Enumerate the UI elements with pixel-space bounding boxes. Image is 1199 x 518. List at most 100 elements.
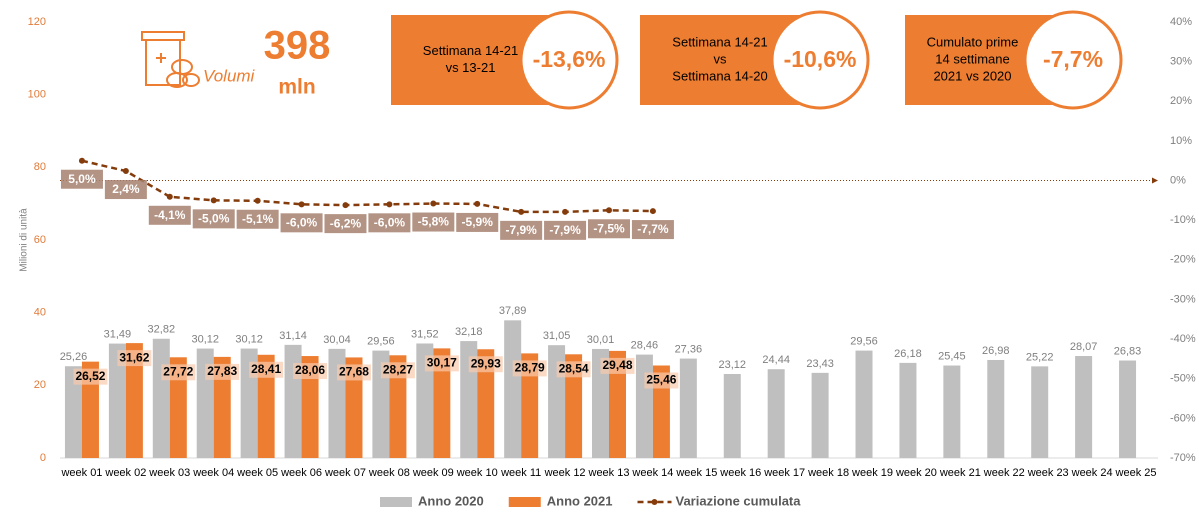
line-value-label: -4,1% — [154, 208, 186, 222]
panel-value: -13,6% — [533, 46, 606, 72]
bar — [592, 348, 609, 458]
bar — [257, 354, 275, 458]
legend-label: Anno 2021 — [547, 493, 613, 508]
line-value-label: -5,0% — [198, 212, 230, 226]
label-bg — [205, 363, 240, 380]
label-bg — [236, 209, 279, 229]
bar — [767, 369, 785, 458]
y-tick-label: 20 — [34, 379, 46, 391]
y-axis-label: Milioni di unità — [19, 208, 30, 272]
bar — [943, 365, 961, 458]
bar — [152, 338, 170, 458]
line-point — [210, 197, 217, 204]
bar-value-label: 28,54 — [559, 361, 589, 375]
line-value-label: -7,9% — [505, 223, 537, 237]
bar-value-label: 25,26 — [60, 351, 88, 363]
bar — [652, 365, 670, 458]
label-bg — [644, 372, 679, 389]
bar-value-label: 30,12 — [235, 333, 263, 345]
line-value-label: 2,4% — [112, 182, 140, 196]
y-tick-label: 80 — [34, 161, 46, 173]
y2-tick-label: -30% — [1170, 293, 1196, 305]
line-point — [166, 193, 173, 200]
label-bg — [544, 220, 587, 240]
panel-text: vs — [714, 51, 728, 66]
line-point — [78, 157, 85, 164]
bar-value-label: 31,49 — [104, 328, 132, 340]
label-bg — [249, 361, 284, 378]
volume-icon — [141, 31, 200, 88]
y2-tick-label: -10% — [1170, 214, 1196, 226]
bar-value-label: 25,45 — [938, 350, 966, 362]
bar — [899, 362, 917, 458]
line-value-label: -6,0% — [286, 215, 318, 229]
line-value-label: -6,0% — [374, 215, 406, 229]
legend-label: Anno 2020 — [418, 493, 484, 508]
y2-tick-label: 10% — [1170, 135, 1192, 147]
bar — [81, 361, 99, 458]
label-bg — [424, 355, 459, 372]
bar-value-label: 29,56 — [367, 336, 395, 348]
bar-value-label: 28,79 — [515, 361, 545, 375]
bar-value-label: 27,68 — [339, 365, 369, 379]
panel-text: Settimana 14-21 — [423, 43, 518, 58]
y-tick-label: 100 — [28, 89, 46, 101]
bar-value-label: 30,12 — [191, 333, 219, 345]
label-bg — [368, 213, 411, 233]
line-point — [562, 208, 569, 215]
legend-swatch — [508, 497, 541, 507]
y-tick-label: 60 — [34, 234, 46, 246]
bar-value-label: 31,52 — [411, 328, 439, 340]
bar-value-label: 27,36 — [675, 343, 703, 355]
y2-tick-label: -60% — [1170, 412, 1196, 424]
label-bg — [631, 220, 674, 240]
bar — [504, 320, 522, 458]
label-bg — [324, 214, 367, 234]
panel-text: 14 settimane — [935, 51, 1009, 66]
x-tick-label: week 06 — [280, 467, 322, 479]
panel-text: Cumulato prime — [927, 34, 1019, 49]
x-tick-label: week 23 — [1027, 467, 1069, 479]
panel-text: Settimana 14-21 — [672, 34, 767, 49]
legend-swatch — [380, 497, 412, 507]
panel-circle — [519, 10, 619, 110]
bar — [64, 366, 82, 458]
x-tick-label: week 20 — [895, 467, 937, 479]
panel-text: Settimana 14-20 — [672, 68, 767, 83]
bar — [987, 359, 1005, 458]
legend-swatch — [651, 499, 658, 505]
x-tick-label: week 10 — [456, 467, 498, 479]
x-tick-label: week 14 — [631, 467, 673, 479]
bar-value-label: 26,52 — [75, 369, 105, 383]
bar-value-label: 29,56 — [850, 336, 878, 348]
x-tick-label: week 11 — [500, 467, 541, 479]
y-tick-label: 40 — [34, 307, 46, 319]
label-bg — [73, 368, 108, 385]
y2-tick-label: 30% — [1170, 56, 1192, 68]
bar — [477, 349, 495, 458]
bar-value-label: 23,43 — [806, 358, 834, 370]
bar — [679, 358, 697, 458]
bar-value-label: 25,22 — [1026, 351, 1054, 363]
bar — [1075, 356, 1093, 458]
y2-tick-label: -50% — [1170, 373, 1196, 385]
label-bg — [512, 360, 547, 377]
y2-tick-label: 20% — [1170, 95, 1192, 107]
bar — [565, 354, 583, 458]
line-point — [430, 200, 437, 207]
x-tick-label: week 18 — [807, 467, 849, 479]
x-tick-label: week 09 — [412, 467, 454, 479]
bar-value-label: 25,46 — [646, 373, 676, 387]
bar-value-label: 30,04 — [323, 334, 351, 346]
line-point — [518, 208, 525, 215]
x-tick-label: week 08 — [368, 467, 410, 479]
label-bg — [117, 350, 152, 367]
bar-value-label: 31,62 — [119, 350, 149, 364]
label-bg — [104, 180, 147, 200]
bar — [345, 357, 363, 458]
label-bg — [556, 361, 591, 378]
label-bg — [468, 356, 503, 373]
line-point — [254, 197, 261, 204]
bar — [433, 348, 451, 458]
